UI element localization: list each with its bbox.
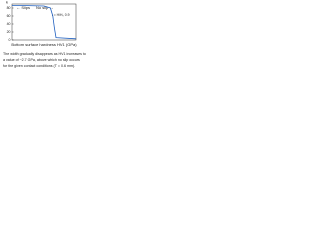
background: [0, 0, 100, 78]
series-line: [12, 5, 77, 40]
plot-frame: [11, 3, 77, 41]
y-tick-label: 0: [9, 38, 11, 42]
y-axis-label: k: [6, 0, 8, 5]
caption-line: a value of ~2.7 GPa, above which no slip…: [3, 58, 80, 62]
caption-line: The width gradually disappears as HV1 in…: [3, 52, 86, 56]
y-tick-label: 80: [7, 6, 11, 10]
y-tick-label: 40: [7, 22, 11, 26]
caption-line: for the given contact conditions (T = 0.…: [3, 64, 75, 68]
y-tick-label: 60: [7, 14, 11, 18]
figure: k Bottom surface hardness HV1 (GPa) ← Sl…: [0, 0, 100, 78]
y-tick-label: 20: [7, 30, 11, 34]
annotation: ← Slips: [16, 5, 30, 10]
annotation: i = H/H₀ 0.9: [52, 13, 70, 17]
annotation: No slip →: [36, 5, 53, 10]
x-axis-label: Bottom surface hardness HV1 (GPa): [11, 42, 77, 47]
